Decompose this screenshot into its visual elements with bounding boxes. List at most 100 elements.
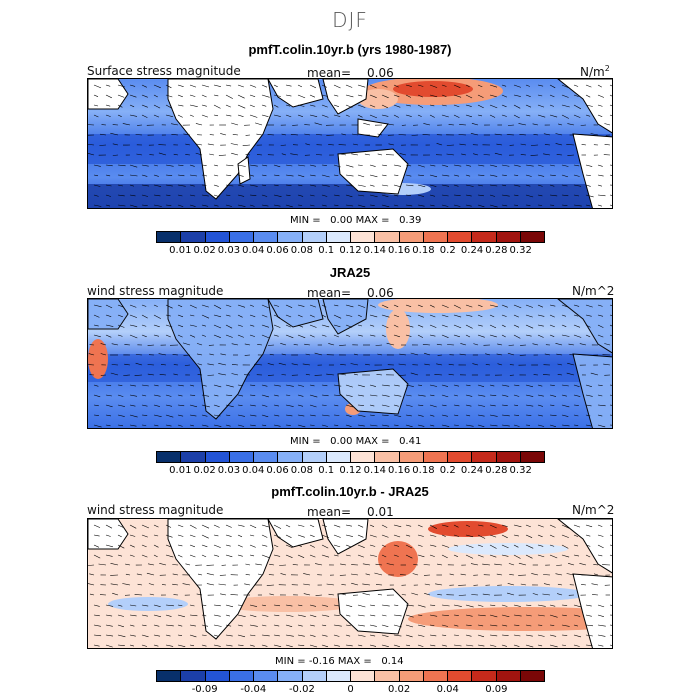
wind-vector (333, 164, 341, 168)
wind-vector (549, 334, 555, 337)
wind-vector (273, 324, 281, 328)
wind-vector (285, 604, 293, 607)
wind-vector (225, 304, 232, 307)
wind-vector (213, 184, 219, 187)
wind-vector (249, 424, 256, 427)
wind-vector (196, 343, 203, 346)
wind-vector (507, 592, 515, 596)
wind-vector (501, 164, 510, 167)
wind-vector (261, 194, 268, 197)
wind-vector (280, 343, 287, 346)
panel-1-max-value: 0.39 (399, 215, 422, 226)
wind-vector (525, 174, 532, 177)
colorbar-swatch (351, 452, 376, 462)
wind-vector (369, 394, 378, 397)
wind-vector (537, 424, 545, 427)
wind-vector (549, 94, 555, 98)
wind-vector (465, 314, 473, 317)
wind-vector (285, 394, 291, 396)
wind-vector (489, 604, 496, 606)
wind-vector (441, 534, 446, 537)
wind-vector (441, 394, 449, 398)
wind-vector (177, 184, 186, 187)
wind-vector (315, 563, 323, 566)
wind-vector (213, 174, 219, 177)
wind-vector (345, 204, 354, 207)
wind-vector (537, 614, 545, 617)
wind-vector (285, 324, 291, 328)
wind-vector (225, 314, 231, 317)
wind-vector (231, 152, 239, 156)
wind-vector (561, 644, 567, 646)
wind-vector (369, 524, 375, 527)
wind-vector (165, 174, 173, 176)
wind-vector (135, 354, 143, 356)
wind-vector (249, 644, 255, 647)
wind-vector (220, 133, 227, 136)
wind-vector (393, 414, 402, 417)
wind-vector (573, 604, 582, 608)
wind-vector (609, 644, 612, 646)
wind-vector (165, 204, 172, 206)
wind-vector (309, 94, 316, 98)
wind-vector (117, 634, 126, 638)
wind-vector (88, 144, 95, 146)
wind-vector (93, 634, 102, 637)
wind-vector (285, 404, 294, 407)
wind-vector (561, 324, 567, 327)
wind-vector (525, 304, 534, 308)
wind-vector (489, 174, 498, 177)
wind-vector (189, 94, 196, 97)
wind-vector (280, 144, 287, 146)
wind-vector (537, 334, 544, 338)
wind-vector (597, 414, 603, 417)
wind-vector (105, 174, 111, 177)
wind-vector (585, 424, 592, 427)
wind-vector (561, 424, 570, 427)
wind-vector (369, 644, 377, 647)
wind-vector (417, 614, 423, 616)
wind-vector (508, 563, 515, 566)
wind-vector (117, 534, 122, 538)
wind-vector (561, 84, 569, 88)
wind-vector (507, 124, 515, 126)
wind-vector (441, 624, 449, 627)
wind-vector (225, 184, 234, 187)
wind-vector (189, 114, 194, 117)
wind-vector (309, 184, 317, 187)
wind-vector (93, 544, 100, 548)
wind-vector (465, 104, 472, 107)
wind-vector (141, 384, 149, 387)
wind-vector (398, 134, 407, 136)
wind-vector (285, 634, 294, 637)
wind-vector (297, 644, 305, 646)
wind-vector (520, 583, 527, 586)
wind-vector (124, 344, 131, 346)
wind-vector (525, 104, 532, 108)
wind-vector (225, 554, 233, 558)
wind-vector (489, 104, 498, 109)
wind-vector (448, 124, 455, 126)
wind-vector (237, 534, 243, 538)
wind-vector (261, 394, 269, 398)
wind-vector (513, 114, 520, 119)
wind-vector (189, 404, 198, 408)
wind-vector (231, 373, 239, 376)
wind-vector (249, 544, 256, 548)
wind-vector (189, 314, 195, 317)
wind-vector (93, 84, 102, 89)
panel-1-map-svg (88, 79, 612, 208)
wind-vector (597, 334, 604, 338)
panel-2-highstress-wpac (386, 309, 410, 349)
wind-vector (381, 614, 387, 617)
colorbar-swatch (399, 232, 424, 242)
wind-vector (345, 614, 351, 617)
wind-vector (333, 204, 339, 206)
wind-vector (557, 363, 563, 366)
wind-vector (429, 524, 437, 529)
wind-vector (429, 164, 436, 167)
wind-vector (369, 164, 376, 167)
wind-vector (341, 133, 347, 136)
wind-vector (417, 84, 424, 87)
wind-vector (141, 164, 149, 167)
